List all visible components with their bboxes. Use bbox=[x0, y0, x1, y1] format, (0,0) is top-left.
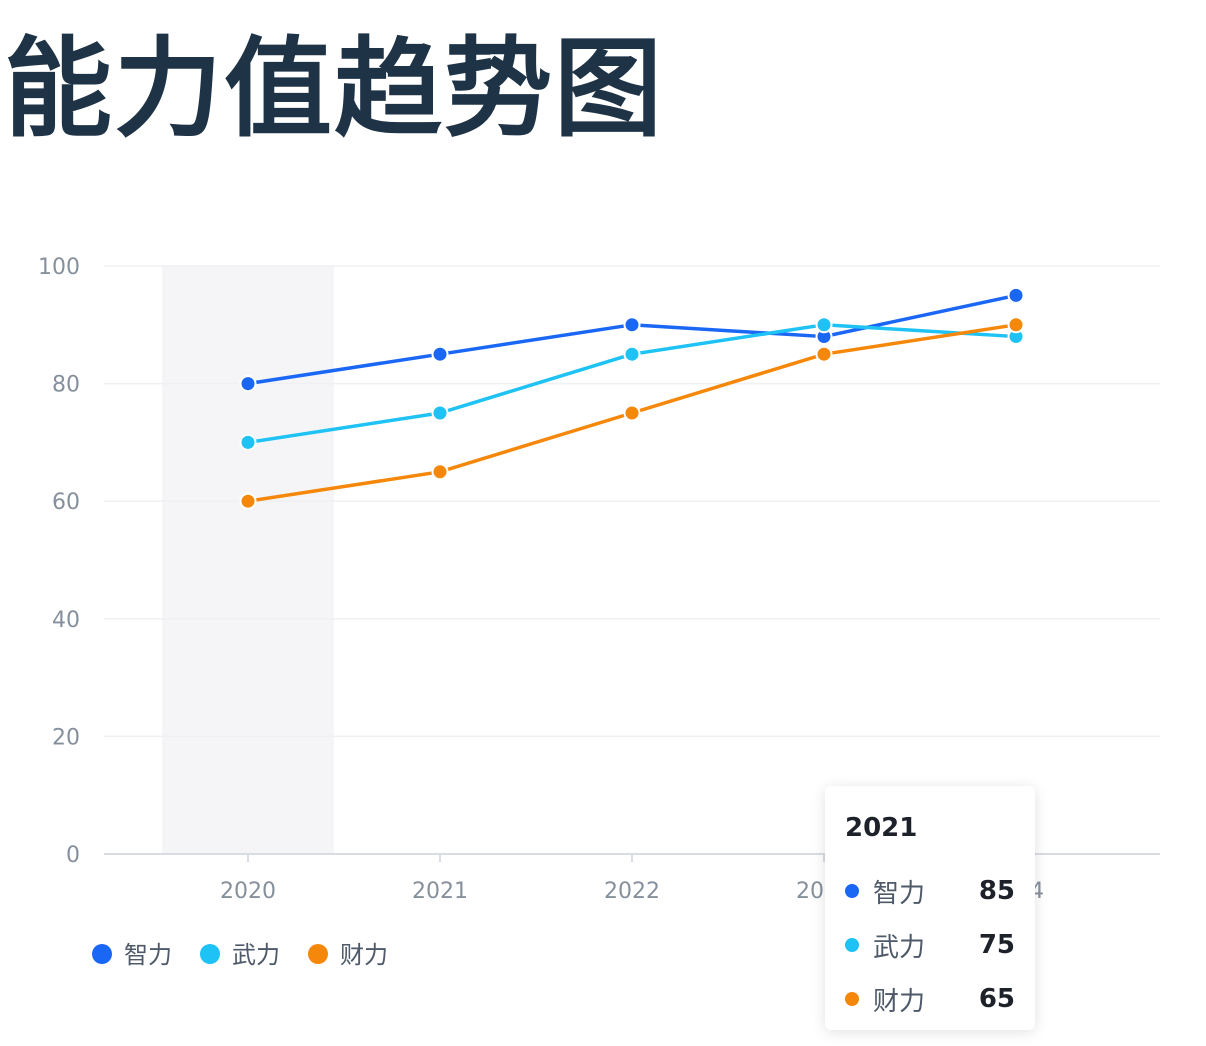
y-tick-label: 80 bbox=[52, 373, 80, 398]
series-point-1 bbox=[239, 433, 257, 451]
series-line-0 bbox=[246, 293, 1018, 386]
page-title: 能力值趋势图 bbox=[4, 27, 665, 152]
tooltip-row-force: 武力 75 bbox=[845, 918, 1015, 972]
tooltip-row-wealth: 财力 65 bbox=[845, 972, 1015, 1026]
legend-marker-2 bbox=[308, 944, 328, 964]
legend-label-2: 财力 bbox=[340, 941, 388, 969]
series-point-1 bbox=[431, 404, 449, 422]
tooltip-series-name: 武力 bbox=[873, 932, 926, 963]
y-tick-label: 0 bbox=[66, 843, 80, 868]
series-point-2 bbox=[623, 404, 641, 422]
tooltip-series-name: 智力 bbox=[873, 878, 926, 909]
series-point-2 bbox=[431, 463, 449, 481]
legend-marker-1 bbox=[200, 944, 220, 964]
tooltip-dot-wealth bbox=[845, 992, 859, 1006]
series-point-2 bbox=[1007, 316, 1025, 334]
series-point-1 bbox=[815, 316, 833, 334]
highlight-band bbox=[162, 266, 334, 854]
tooltip-title: 2021 bbox=[845, 813, 918, 843]
tooltip-series-value: 75 bbox=[978, 930, 1015, 960]
series-point-0 bbox=[239, 375, 257, 393]
x-tick-label: 2020 bbox=[220, 879, 276, 904]
legend-marker-0 bbox=[92, 944, 112, 964]
series-point-0 bbox=[431, 345, 449, 363]
series-point-0 bbox=[1007, 286, 1025, 304]
series-point-0 bbox=[623, 316, 641, 334]
x-tick-label: 2021 bbox=[412, 879, 468, 904]
tooltip-series-value: 65 bbox=[978, 984, 1015, 1014]
legend-label-1: 武力 bbox=[232, 941, 280, 969]
chart-tooltip: 2021 智力 85 武力 75 财力 65 bbox=[825, 786, 1035, 1030]
y-tick-label: 20 bbox=[52, 725, 80, 750]
tooltip-dot-intelligence bbox=[845, 884, 859, 898]
series-point-1 bbox=[623, 345, 641, 363]
y-tick-label: 60 bbox=[52, 490, 80, 515]
series-point-2 bbox=[815, 345, 833, 363]
tooltip-series-value: 85 bbox=[978, 876, 1015, 906]
tooltip-dot-force bbox=[845, 938, 859, 952]
tooltip-series-name: 财力 bbox=[873, 986, 926, 1017]
y-tick-label: 100 bbox=[38, 255, 80, 280]
y-tick-label: 40 bbox=[52, 608, 80, 633]
series-point-2 bbox=[239, 492, 257, 510]
x-tick-label: 2022 bbox=[604, 879, 660, 904]
tooltip-row-intelligence: 智力 85 bbox=[845, 864, 1015, 918]
legend-label-0: 智力 bbox=[124, 941, 172, 969]
